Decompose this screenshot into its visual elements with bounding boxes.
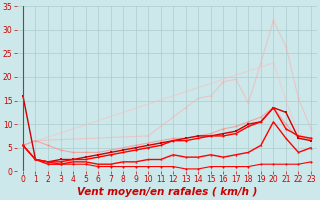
- X-axis label: Vent moyen/en rafales ( km/h ): Vent moyen/en rafales ( km/h ): [77, 187, 257, 197]
